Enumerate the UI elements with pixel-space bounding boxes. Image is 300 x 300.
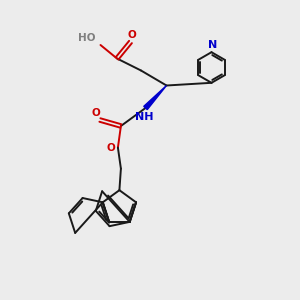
Text: NH: NH [135, 112, 153, 122]
Polygon shape [144, 85, 166, 109]
Text: HO: HO [78, 33, 95, 43]
Text: N: N [208, 40, 217, 50]
Text: O: O [127, 30, 136, 40]
Text: O: O [107, 142, 116, 153]
Text: O: O [92, 108, 101, 118]
